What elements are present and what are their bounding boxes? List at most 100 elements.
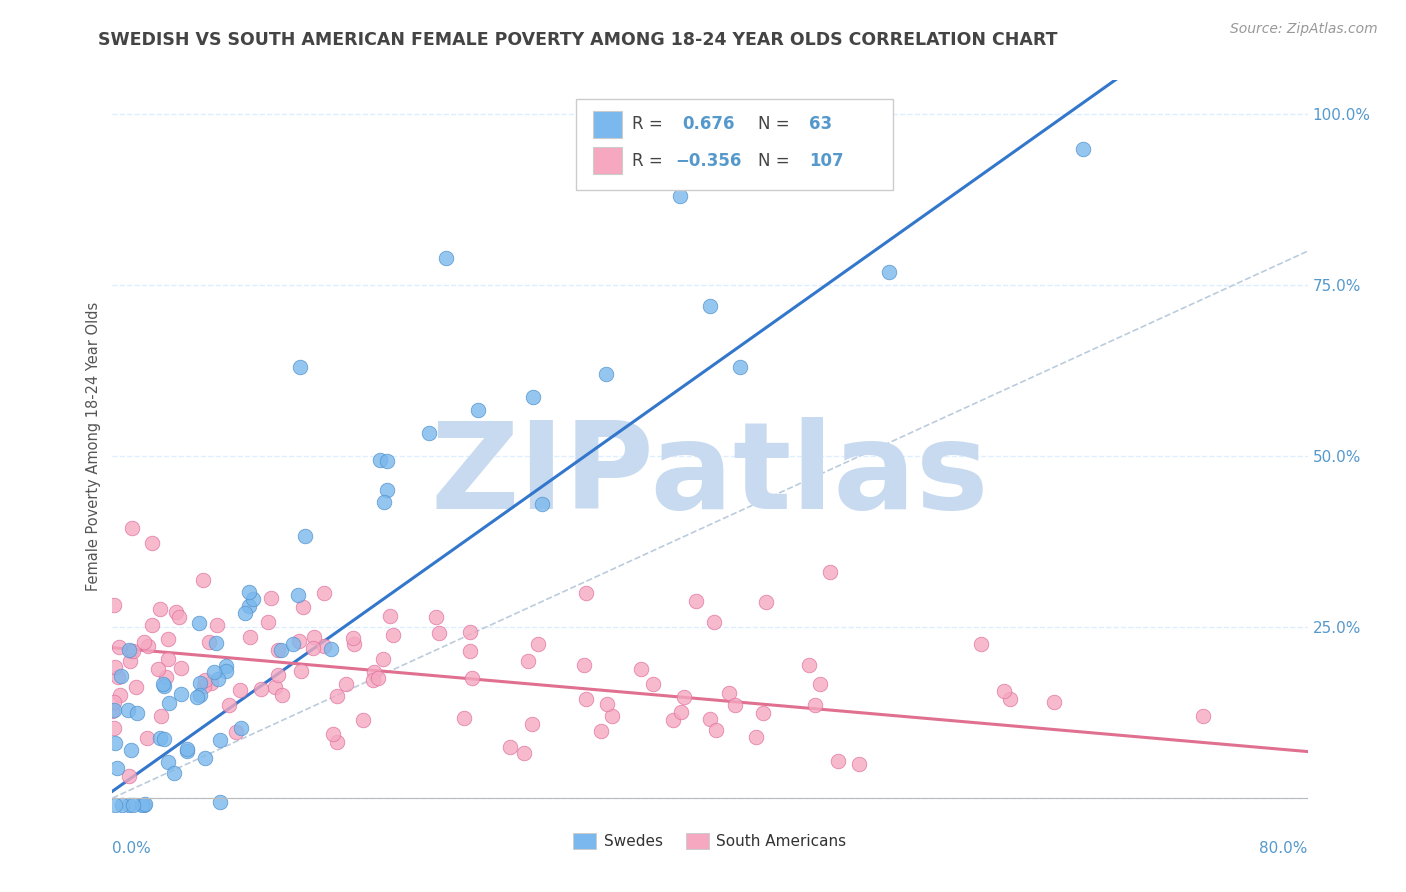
Point (188, 688, 211, 702)
Point (517, 654, 540, 668)
Point (257, 615, 280, 629)
Point (200, 675, 222, 690)
Point (703, 615, 725, 630)
Point (808, 677, 831, 691)
Point (879, 265, 901, 279)
Point (281, 637, 304, 651)
Point (242, 591, 264, 606)
Point (290, 664, 312, 678)
Point (157, 756, 180, 770)
Point (141, 618, 163, 632)
Point (135, 731, 157, 745)
Point (797, 657, 820, 672)
Point (250, 681, 273, 696)
Point (198, 634, 221, 648)
Point (225, 725, 247, 739)
Point (229, 721, 252, 735)
Point (662, 713, 685, 727)
Point (176, 742, 198, 756)
Text: 0.0%: 0.0% (112, 841, 152, 856)
Point (804, 698, 827, 713)
Point (371, 652, 394, 666)
Text: 63: 63 (810, 115, 832, 133)
Point (325, 735, 347, 749)
Point (202, 665, 225, 679)
Point (1192, 709, 1215, 723)
Point (238, 599, 260, 613)
Point (848, 756, 870, 771)
Point (531, 497, 554, 511)
Point (755, 595, 778, 609)
Legend: Swedes, South Americans: Swedes, South Americans (568, 827, 852, 855)
Point (322, 727, 344, 741)
Point (461, 671, 484, 685)
Point (378, 609, 401, 624)
Text: 107: 107 (810, 152, 844, 169)
Point (167, 609, 190, 624)
Point (101, 704, 124, 718)
Point (669, 189, 692, 203)
Point (103, 598, 125, 612)
Point (427, 626, 450, 640)
Point (134, 635, 156, 649)
Point (104, 735, 127, 749)
Point (104, 660, 127, 674)
Point (191, 574, 214, 588)
Point (467, 403, 489, 417)
Text: 80.0%: 80.0% (1260, 841, 1308, 856)
Text: N =: N = (758, 115, 789, 133)
Text: ZIPatlas: ZIPatlas (430, 417, 990, 533)
Point (669, 705, 692, 719)
Point (208, 733, 231, 747)
Point (110, 669, 132, 683)
Point (207, 672, 229, 686)
Point (271, 688, 294, 702)
Point (728, 360, 751, 375)
Point (103, 721, 125, 735)
Point (267, 668, 290, 682)
Point (125, 706, 148, 720)
Point (998, 692, 1021, 706)
Point (117, 642, 139, 657)
Point (157, 632, 180, 647)
Point (122, 644, 145, 658)
Point (270, 643, 292, 657)
Point (188, 615, 211, 630)
Point (118, 769, 141, 783)
Point (121, 797, 143, 812)
Point (205, 636, 228, 650)
Point (103, 695, 125, 709)
Point (153, 732, 176, 747)
Point (314, 585, 336, 599)
Point (418, 426, 440, 441)
Point (572, 657, 595, 672)
Point (522, 390, 544, 404)
Point (238, 584, 260, 599)
Point (745, 730, 768, 744)
Point (368, 453, 391, 467)
Point (108, 640, 131, 655)
Point (499, 739, 522, 754)
Point (153, 679, 176, 693)
Point (188, 676, 211, 690)
Point (630, 662, 652, 676)
Point (818, 566, 841, 580)
Point (134, 797, 156, 811)
Point (373, 495, 395, 509)
Point (752, 706, 775, 721)
Point (375, 483, 398, 497)
Point (970, 637, 993, 651)
FancyBboxPatch shape (576, 99, 893, 190)
Point (118, 797, 141, 812)
Point (1073, 142, 1095, 156)
Point (239, 630, 262, 644)
Point (218, 698, 240, 712)
FancyBboxPatch shape (593, 111, 621, 137)
Point (717, 686, 740, 700)
Point (513, 746, 536, 760)
Text: R =: R = (633, 115, 664, 133)
Point (107, 670, 129, 684)
Point (352, 713, 374, 727)
Point (672, 690, 695, 705)
Point (120, 644, 142, 658)
